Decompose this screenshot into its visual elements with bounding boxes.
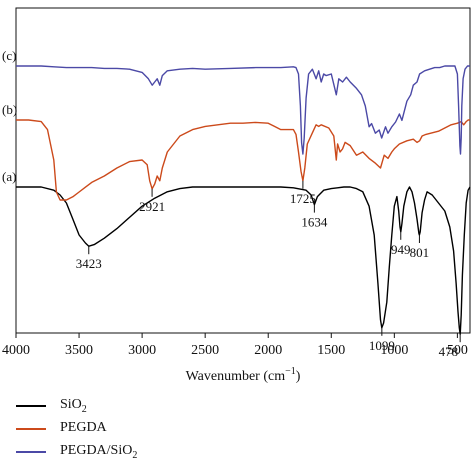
- annotation-label-1725: 1725: [290, 191, 316, 206]
- annotation-label-801: 801: [410, 245, 430, 260]
- legend-swatch-sio2: [16, 405, 46, 407]
- legend-item-sio2: SiO2: [16, 396, 137, 416]
- legend-swatch-pegda: [16, 428, 46, 430]
- curve-label-b: (b): [2, 102, 17, 117]
- x-tick-label-2000: 2000: [254, 343, 282, 358]
- curve-label-c: (c): [2, 48, 16, 63]
- series-line-pegda: [16, 119, 470, 201]
- x-tick-label-3500: 3500: [65, 343, 93, 358]
- annotation-label-2921: 2921: [139, 199, 165, 214]
- legend: SiO2 PEGDA PEGDA/SiO2: [16, 396, 137, 465]
- x-tick-label-2500: 2500: [191, 343, 219, 358]
- legend-label-pegda: PEGDA: [60, 420, 107, 436]
- legend-label-pegda-sio2: PEGDA/SiO2: [60, 443, 138, 461]
- legend-swatch-pegda-sio2: [16, 451, 46, 453]
- x-tick-label-3000: 3000: [128, 343, 156, 358]
- curve-labels: (a) (b) (c): [2, 48, 17, 184]
- legend-item-pegda: PEGDA: [16, 419, 137, 439]
- x-axis-ticks: 4000 3500 3000 2500 2000 1500 1000 500: [2, 333, 468, 358]
- annotation-label-478: 478: [439, 344, 459, 359]
- annotation-label-1634: 1634: [301, 215, 328, 230]
- x-tick-label-4000: 4000: [2, 343, 30, 358]
- curves: [16, 65, 471, 335]
- legend-item-pegda-sio2: PEGDA/SiO2: [16, 442, 137, 462]
- annotation-label-949: 949: [391, 242, 411, 257]
- curve-label-a: (a): [2, 169, 16, 184]
- annotation-label-3423: 3423: [76, 256, 102, 271]
- legend-label-sio2: SiO2: [60, 397, 87, 415]
- series-line-sio2: [16, 186, 471, 335]
- plot-frame: [15, 7, 471, 334]
- peak-annotations: 3423 1634 1099 949 801 478 2921 1725: [76, 180, 461, 359]
- series-line-pegda-sio2: [16, 65, 470, 155]
- x-axis-title: Wavenumber (cm−1): [186, 366, 301, 384]
- x-tick-label-500: 500: [447, 343, 468, 358]
- x-tick-label-1000: 1000: [380, 343, 408, 358]
- x-tick-label-1500: 1500: [317, 343, 345, 358]
- annotation-label-1099: 1099: [369, 338, 395, 353]
